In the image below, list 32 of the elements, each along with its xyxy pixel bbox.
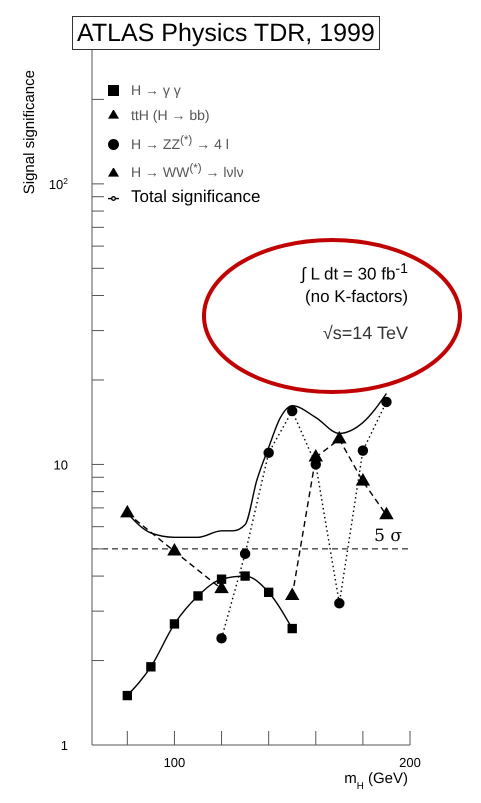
x-axis-title: m$_{H}$ (GeV) [344, 770, 408, 792]
point [216, 574, 226, 584]
point [240, 571, 250, 581]
ref-line-label: 5 σ [374, 526, 402, 546]
legend-label: H → γ γ [131, 82, 181, 98]
annotation: √s=14 TeV [322, 322, 408, 344]
point [358, 445, 368, 456]
point [216, 633, 227, 644]
x-tick-label: 200 [399, 755, 421, 770]
legend-label: H → WW$^{(*)}$ → lνlν [131, 162, 244, 180]
chart-title: ATLAS Physics TDR, 1999 [72, 16, 380, 50]
x-tick-label: 100 [164, 755, 186, 770]
legend-label: ttH (H → bb) [131, 107, 210, 123]
point [122, 690, 132, 700]
point [146, 662, 156, 672]
point [287, 406, 298, 416]
legend-label: H → ZZ$^{(*)}$ → 4 l [131, 133, 229, 152]
point [264, 588, 274, 598]
point [288, 624, 297, 634]
point [381, 396, 392, 408]
legend-label: Total significance [131, 187, 260, 206]
y-axis-title: Signal significance [21, 70, 38, 194]
point [193, 591, 203, 601]
point [263, 448, 274, 458]
y-tick-label: 1 [60, 738, 68, 753]
annotation: (no K-factors) [304, 286, 408, 308]
point [240, 548, 250, 560]
y-tick-label: 10 [54, 457, 68, 472]
point [170, 619, 180, 629]
annotation: ∫ L dt = 30 fb$^{-1}$ [299, 260, 408, 286]
y-tick-label: 10$^{2}$ [48, 176, 68, 192]
point [334, 598, 345, 608]
